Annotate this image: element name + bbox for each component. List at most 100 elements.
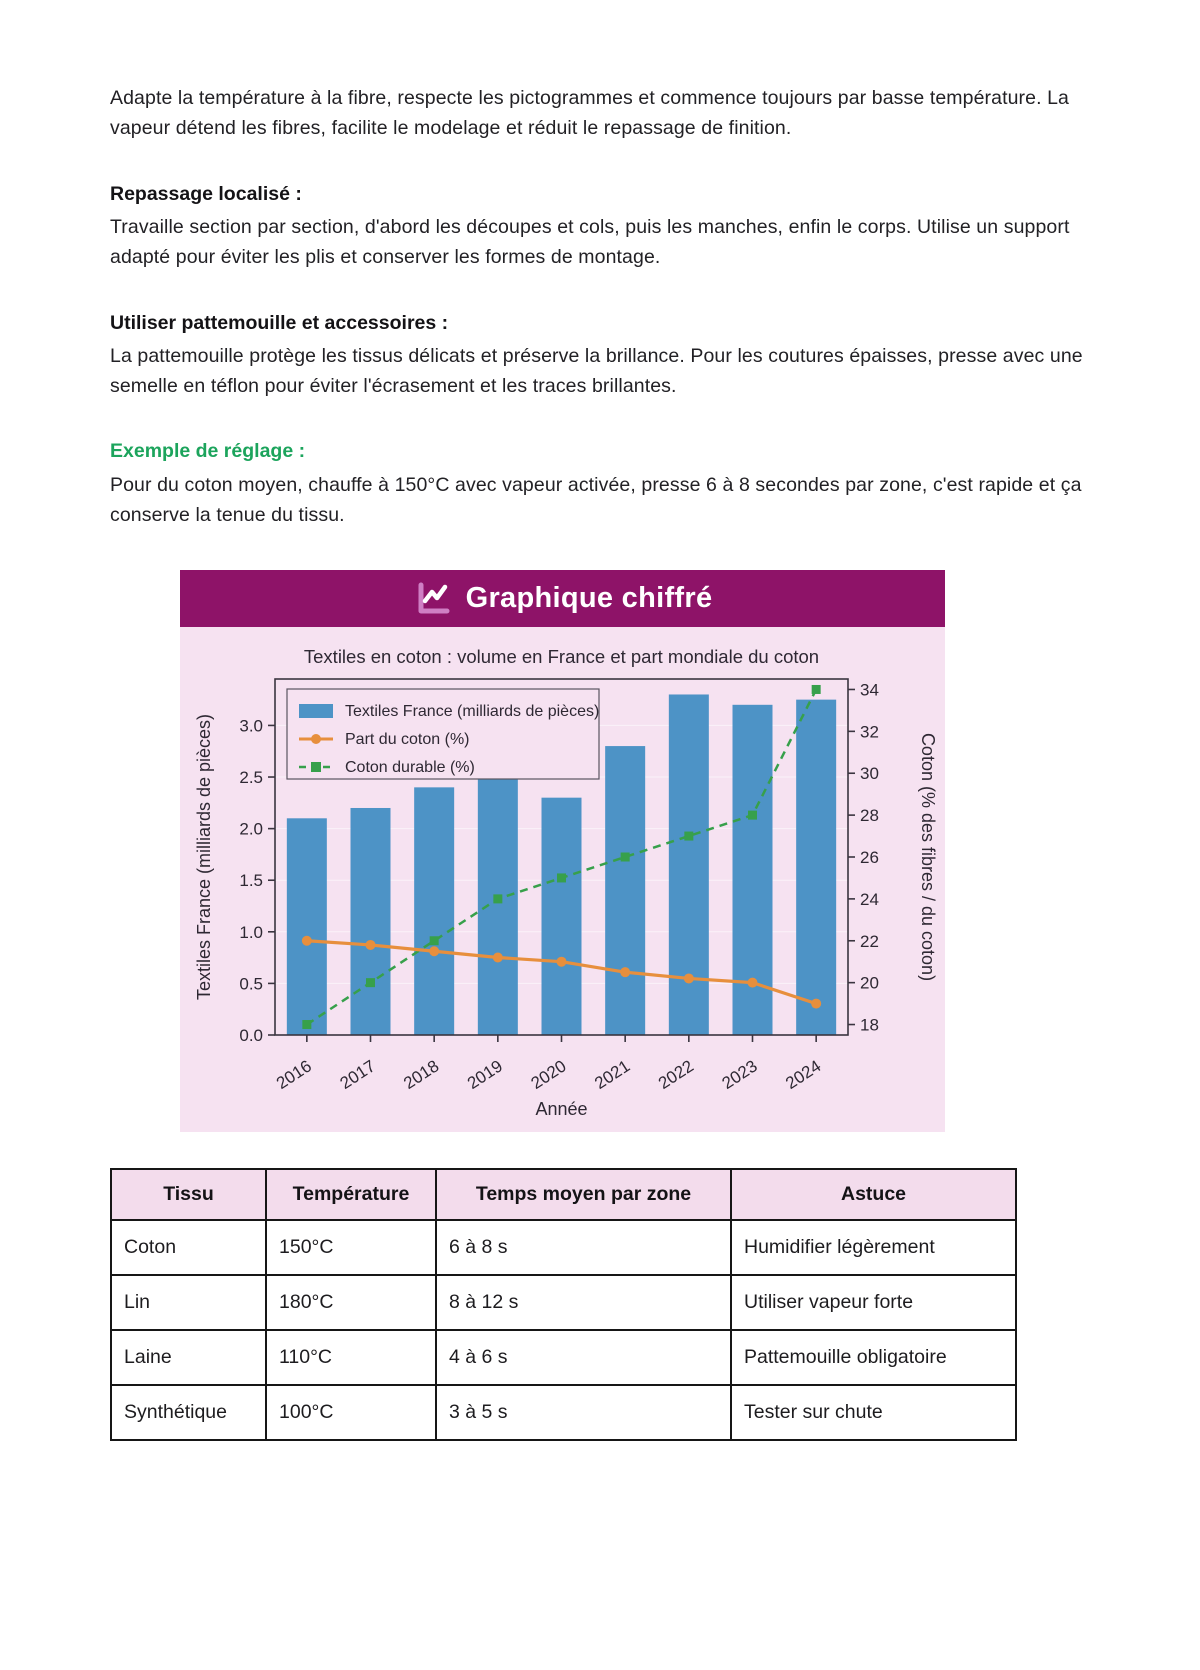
table-cell: 8 à 12 s: [435, 1274, 732, 1332]
textiles-coton-chart: Textiles en coton : volume en France et …: [194, 646, 938, 1119]
marker-circle: [429, 946, 440, 957]
marker-circle: [301, 936, 312, 947]
x-tick-label: 2019: [464, 1057, 506, 1094]
bar: [414, 787, 455, 1036]
marker-square: [302, 1020, 312, 1030]
section-paragraph: La pattemouille protège les tissus délic…: [110, 344, 1083, 397]
y-tick-label-right: 18: [860, 1016, 879, 1035]
marker-circle: [620, 967, 631, 978]
x-tick-label: 2024: [782, 1057, 824, 1094]
y-tick-label-right: 20: [860, 974, 879, 993]
x-tick-label: 2017: [337, 1057, 379, 1094]
x-tick-label: 2022: [655, 1057, 697, 1094]
bar: [541, 798, 582, 1036]
table-cell: Tester sur chute: [730, 1384, 1017, 1442]
table-header-cell: Tissu: [110, 1168, 267, 1222]
marker-square: [557, 873, 566, 883]
table-row: Laine 110°C 4 à 6 s Pattemouille obligatoir…: [110, 1329, 1017, 1387]
section-paragraph: Travaille section par section, d'abord l…: [110, 215, 1070, 268]
y-axis-label-right: Coton (% des fibres / du coton): [918, 733, 938, 981]
section-heading: Repassage localisé :: [110, 182, 302, 205]
y-tick-label-left: 3.0: [239, 717, 263, 736]
chart-title: Textiles en coton : volume en France et …: [304, 646, 819, 667]
bar: [668, 694, 709, 1036]
legend-marker-circle: [311, 734, 321, 745]
section-exemple-reglage: Exemple de réglage : Pour du coton moyen…: [110, 437, 1100, 530]
table-cell: Humidifier légèrement: [730, 1219, 1017, 1277]
fabric-table: Tissu Température Temps moyen par zone Astu…: [110, 1168, 1017, 1442]
x-tick-label: 2021: [591, 1057, 633, 1094]
marker-circle: [811, 998, 822, 1009]
chart-line-icon: [418, 582, 450, 614]
chart-body: Textiles en coton : volume en France et …: [180, 627, 945, 1133]
legend-label: Textiles France (milliards de pièces): [345, 703, 599, 720]
table-cell: 150°C: [265, 1219, 437, 1277]
table-header-row: Tissu Température Temps moyen par zone Astu…: [110, 1168, 1017, 1222]
x-tick-label: 2018: [400, 1057, 442, 1094]
bar: [605, 746, 646, 1036]
bar: [350, 808, 391, 1036]
table-cell: 180°C: [265, 1274, 437, 1332]
section-heading: Utiliser pattemouille et accessoires :: [110, 311, 449, 334]
y-axis-left: 0.0 0.5 1.0 1.5 2.0 2.5 3.0: [239, 717, 275, 1045]
marker-circle: [747, 978, 758, 989]
table-header-cell: Astuce: [730, 1168, 1017, 1222]
marker-square: [366, 978, 375, 988]
marker-circle: [365, 940, 376, 951]
table-row: Lin 180°C 8 à 12 s Utiliser vapeur forte: [110, 1274, 1017, 1332]
y-tick-label-left: 0.0: [239, 1026, 263, 1045]
table-row: Coton 150°C 6 à 8 s Humidifier légèrement: [110, 1219, 1017, 1277]
y-tick-label-right: 24: [860, 890, 879, 909]
y-axis-label-left: Textiles France (milliards de pièces): [194, 714, 214, 1000]
table-cell: 100°C: [265, 1384, 437, 1442]
marker-circle: [492, 952, 503, 963]
fabric-table-head: Tissu Température Temps moyen par zone Astu…: [110, 1168, 1017, 1222]
marker-circle: [683, 973, 694, 984]
y-tick-label-left: 2.0: [239, 820, 263, 839]
y-tick-label-left: 1.0: [239, 923, 263, 942]
table-cell: 3 à 5 s: [435, 1384, 732, 1442]
chart-card-title: Graphique chiffré: [465, 582, 713, 615]
y-tick-label-right: 22: [860, 932, 879, 951]
table-cell: Laine: [110, 1329, 267, 1387]
table-cell: Utiliser vapeur forte: [730, 1274, 1017, 1332]
y-tick-label-right: 30: [860, 765, 879, 784]
intro-paragraph: Adapte la température à la fibre, respec…: [110, 87, 1069, 139]
y-tick-label-left: 1.5: [239, 872, 263, 891]
y-tick-label-right: 26: [860, 848, 879, 867]
y-tick-label-left: 0.5: [239, 975, 263, 994]
section-heading: Exemple de réglage :: [110, 440, 306, 463]
table-cell: Synthétique: [110, 1384, 267, 1442]
table-row: Synthétique 100°C 3 à 5 s Tester sur chute: [110, 1384, 1017, 1442]
legend-swatch-bar: [299, 704, 333, 719]
marker-square: [684, 831, 694, 841]
section-repassage-localise: Repassage localisé : Travaille section p…: [110, 180, 1100, 273]
chart-legend: Textiles France (milliards de pièces) Par…: [286, 688, 600, 780]
y-tick-label-right: 28: [860, 806, 879, 825]
marker-square: [493, 894, 503, 904]
bar: [796, 700, 837, 1036]
y-tick-label-left: 2.5: [239, 768, 263, 787]
y-axis-right: 18 20 22 24 26 28 30 32 34: [848, 681, 879, 1035]
marker-square: [748, 810, 757, 820]
fabric-table-body: Coton 150°C 6 à 8 s Humidifier légèrement Li…: [110, 1219, 1017, 1442]
table-cell: Coton: [110, 1219, 267, 1277]
table-cell: 110°C: [265, 1329, 437, 1387]
chart-card: Graphique chiffré Textiles en coton : vo…: [180, 570, 945, 1133]
markers-coton-durable: [302, 685, 821, 1030]
x-axis-label: Année: [535, 1099, 587, 1119]
x-tick-label: 2020: [528, 1057, 570, 1094]
x-tick-label: 2016: [273, 1057, 315, 1094]
bars-textiles-france: [286, 694, 837, 1036]
markers-part-coton: [301, 936, 822, 1009]
table-cell: 6 à 8 s: [435, 1219, 732, 1277]
marker-square: [429, 936, 439, 946]
chart-card-header: Graphique chiffré: [180, 570, 945, 628]
marker-square: [620, 852, 630, 862]
marker-circle: [556, 957, 567, 968]
marker-square: [811, 685, 821, 695]
y-tick-label-right: 34: [860, 681, 879, 700]
table-header-cell: Temps moyen par zone: [435, 1168, 732, 1222]
legend-marker-square: [311, 762, 321, 773]
table-cell: Pattemouille obligatoire: [730, 1329, 1017, 1387]
